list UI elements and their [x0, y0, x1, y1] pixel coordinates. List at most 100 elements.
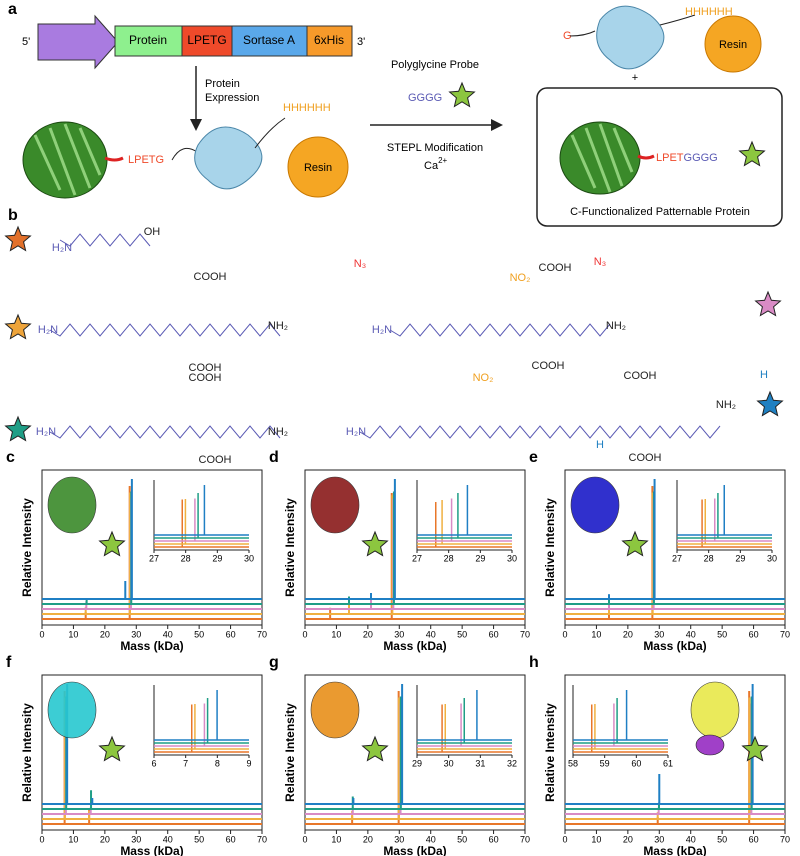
peak [90, 790, 93, 809]
protein-icon [570, 476, 620, 534]
x-tick-label: 60 [749, 834, 759, 844]
peak [348, 596, 350, 604]
peak [84, 612, 87, 619]
x-tick-label: 30 [654, 834, 664, 844]
inset-tick-label: 30 [444, 758, 454, 768]
panel-label: e [529, 449, 538, 466]
inset-peak [181, 499, 183, 547]
inset-tick-label: 30 [507, 553, 517, 563]
peak [658, 774, 661, 804]
peak [84, 607, 87, 614]
inset-tick-label: 28 [704, 553, 714, 563]
x-tick-label: 50 [194, 834, 204, 844]
x-tick-label: 20 [623, 629, 633, 639]
segment-label: Protein [129, 33, 167, 47]
atom-label: H₂N [372, 324, 392, 336]
x-tick-label: 20 [100, 629, 110, 639]
plot-frame [304, 674, 526, 831]
peak [657, 802, 660, 809]
his-tag: HHHHHH [283, 102, 331, 114]
inset-tick-label: 30 [767, 553, 777, 563]
lpet: LPET [656, 152, 684, 164]
plus: + [632, 72, 638, 84]
probe-gggg: GGGG [408, 92, 442, 104]
atom-label: NH₂ [716, 399, 736, 411]
y-axis-label: Relative Intensity [543, 498, 557, 597]
inset-peak [203, 703, 206, 746]
atom-label: H₂N [52, 242, 72, 254]
inset-tick-label: 59 [600, 758, 610, 768]
y-axis-label: Relative Intensity [283, 498, 297, 597]
gene-segment [181, 25, 233, 57]
x-tick-label: 0 [39, 629, 44, 639]
star [4, 415, 32, 442]
inset-peak [613, 703, 615, 746]
x-tick-label: 30 [394, 629, 404, 639]
product-caption: C-Functionalized Patternable Protein [570, 206, 750, 218]
x-tick-label: 70 [780, 629, 790, 639]
x-tick-label: 30 [394, 834, 404, 844]
step-label: Expression [205, 92, 259, 104]
peak [608, 599, 610, 604]
atom-label: OH [144, 226, 161, 238]
inset-tick-label: 30 [244, 553, 254, 563]
inset-tick-label: 60 [631, 758, 641, 768]
atom-label: NO₂ [510, 272, 531, 284]
probe-label: Polyglycine Probe [391, 59, 479, 71]
plot-frame [564, 469, 786, 626]
plot-frame [564, 674, 786, 831]
x-tick-label: 0 [302, 834, 307, 844]
protein-icon [47, 476, 97, 534]
x-tick-label: 60 [226, 629, 236, 639]
atom-label: N₃ [354, 258, 366, 270]
peak [351, 807, 354, 814]
inset-peak [184, 499, 187, 544]
atom-label: H [596, 439, 604, 451]
x-tick-label: 0 [39, 834, 44, 844]
peak [393, 479, 396, 599]
x-tick-label: 10 [591, 834, 601, 844]
inset-peak [463, 698, 465, 743]
peak [608, 607, 610, 614]
segment-label: 6xHis [314, 33, 344, 47]
lpetg: LPETG [128, 154, 164, 166]
atom-label: NH₂ [268, 320, 288, 332]
protein-icon [310, 476, 360, 534]
peak [66, 684, 69, 804]
peak [657, 807, 660, 814]
y-axis-label: Relative Intensity [283, 703, 297, 802]
x-tick-label: 70 [257, 629, 267, 639]
segment-label: LPETG [187, 33, 226, 47]
peak [397, 697, 400, 819]
molecule-backbone [359, 425, 721, 439]
sortase-protein [596, 5, 665, 70]
three-prime: 3' [357, 36, 365, 48]
y-axis-label: Relative Intensity [543, 703, 557, 802]
x-tick-label: 0 [562, 629, 567, 639]
resin-label: Resin [304, 162, 332, 174]
gfp-protein [22, 121, 108, 199]
peak [401, 684, 404, 804]
x-tick-label: 10 [68, 834, 78, 844]
gene-segment [231, 25, 308, 57]
product-box [536, 87, 783, 227]
inset-peak [591, 704, 593, 752]
x-axis-label: Mass (kDa) [383, 639, 446, 653]
x-tick-label: 50 [717, 834, 727, 844]
star [621, 530, 649, 557]
star [448, 81, 476, 108]
inset-peak [435, 502, 437, 547]
step-label: STEPL Modification [387, 142, 483, 154]
x-tick-label: 50 [457, 629, 467, 639]
released-g: G [563, 30, 572, 42]
peak [85, 601, 88, 609]
resin-bead [704, 15, 762, 73]
y-axis-label: Relative Intensity [20, 703, 34, 802]
star [4, 313, 32, 340]
peak [656, 817, 659, 824]
inset-tick-label: 9 [246, 758, 251, 768]
calcium: Ca2+ [424, 156, 448, 172]
peak [85, 599, 88, 604]
x-axis-label: Mass (kDa) [120, 844, 183, 856]
inset-peak [714, 498, 716, 541]
